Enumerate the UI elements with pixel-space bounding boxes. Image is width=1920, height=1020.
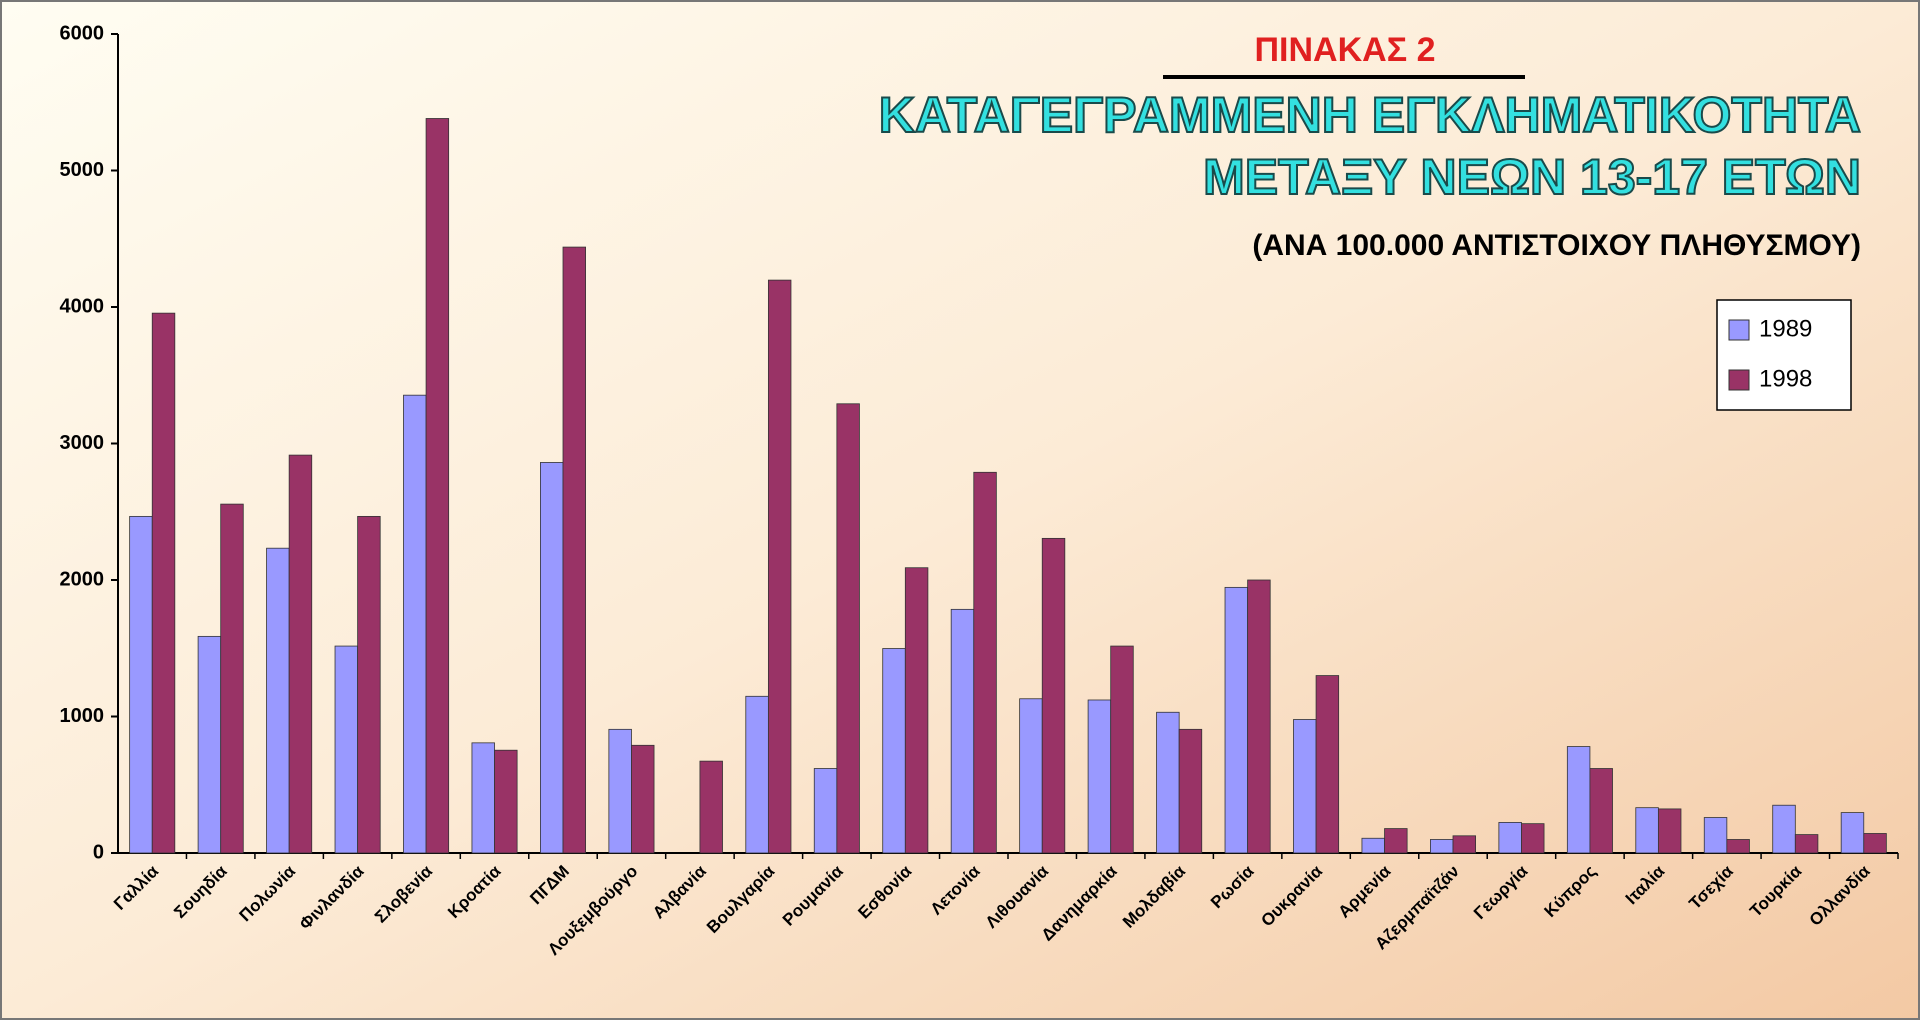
bar [1315,675,1340,854]
chart-title: ΚΑΤΑΓΕΓΡΑΜΜΕΝΗ ΕΓΚΛΗΜΑΤΙΚΟΤΗΤΑ [879,87,1861,143]
bar [151,312,176,854]
bar [1384,828,1408,854]
chart-title: ΜΕΤΑΞΥ ΝΕΩΝ 13-17 ΕΤΩΝ [1203,149,1861,205]
bar [471,742,495,854]
bar [129,515,153,854]
bar [1498,822,1522,854]
y-tick-label: 5000 [60,159,105,181]
bar [562,246,586,854]
bar [767,279,792,854]
bar [745,695,769,854]
bar [1863,833,1887,854]
bar [1019,698,1043,854]
y-tick-label: 4000 [60,295,105,317]
bar [1794,834,1819,854]
legend-label: 1989 [1759,315,1812,342]
bar [1293,719,1317,854]
bar [357,515,381,854]
bar [1703,817,1728,854]
bar [540,462,564,854]
bar [1657,808,1682,854]
bar [1521,823,1545,854]
bar [334,645,359,854]
y-tick-label: 6000 [60,22,105,44]
bar [882,648,906,854]
bar [1087,699,1112,854]
bar [973,471,997,854]
bar [197,635,222,854]
bar [904,567,929,854]
bar [220,503,244,854]
bar [1726,839,1750,854]
bar [1041,537,1066,854]
bar [1178,728,1203,854]
bar [1247,579,1271,854]
bar [266,547,290,854]
bar [608,728,632,854]
heading: ΠΙΝΑΚΑΣ 2 [1255,31,1436,69]
bar [1840,812,1865,854]
bar [403,394,427,854]
bar [494,749,518,854]
legend-label: 1998 [1759,365,1812,392]
y-tick-label: 2000 [60,568,105,590]
bar [1589,768,1613,854]
bar [1772,804,1796,854]
bar [699,760,723,854]
bar [1156,711,1180,854]
bar [1224,586,1249,854]
bar [1566,746,1591,854]
bar [425,118,450,854]
y-tick-label: 3000 [60,432,105,454]
bar [836,403,860,854]
bar [1361,837,1385,854]
chart-subtitle: (ΑΝΑ 100.000 ΑΝΤΙΣΤΟΙΧΟΥ ΠΛΗΘΥΣΜΟΥ) [1252,229,1861,262]
bar [1110,645,1134,854]
legend-swatch [1728,369,1750,391]
bar [1452,835,1476,854]
legend-box [1716,299,1852,411]
bar [950,608,975,854]
y-tick-label: 0 [93,841,104,863]
bar [631,744,655,854]
y-tick-label: 1000 [60,705,105,727]
bar [288,454,313,854]
bar [813,768,838,854]
legend-swatch [1728,319,1750,341]
bar [1635,807,1659,854]
bar [1430,839,1454,854]
